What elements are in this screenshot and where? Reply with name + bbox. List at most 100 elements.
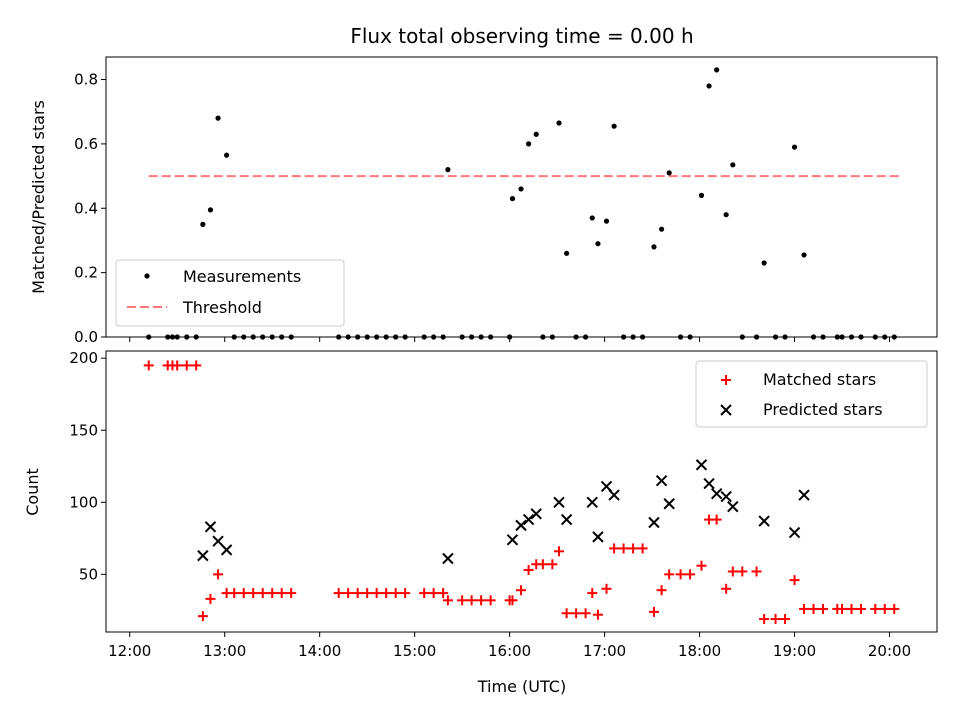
measurement-point (193, 334, 199, 340)
predicted-star-point (522, 513, 535, 526)
count-xtick-label: 16:00 (488, 642, 531, 660)
matched-star-point (197, 611, 208, 622)
legend-label-measurements: Measurements (183, 267, 301, 286)
matched-star-point (205, 593, 216, 604)
matched-star-point (428, 588, 439, 599)
measurement-point (834, 334, 840, 340)
matched-star-point (457, 595, 468, 606)
predicted-marker-stroke (648, 516, 660, 529)
matched-star-point (856, 603, 867, 614)
matched-star-point (537, 559, 548, 570)
measurement-point (556, 120, 562, 126)
predicted-star-point (586, 496, 598, 509)
measurement-point (872, 334, 878, 340)
matched-star-point (476, 595, 487, 606)
matched-star-point (191, 360, 202, 371)
ratio-legend-box (115, 259, 345, 327)
measurement-point (184, 334, 190, 340)
count-plot-frame (105, 350, 938, 633)
measurement-point (215, 115, 221, 121)
predicted-star-point (758, 515, 770, 527)
predicted-marker-stroke (703, 477, 715, 490)
count-ytick-label: 150 (69, 421, 98, 439)
measurement-point (345, 334, 351, 340)
matched-star-point (648, 606, 659, 617)
predicted-marker-stroke (586, 496, 598, 509)
count-xtick-label: 12:00 (108, 642, 151, 660)
matched-star-point (257, 588, 268, 599)
measurement-point (687, 334, 693, 340)
count-y-axis: 50 100 150 200 (69, 349, 106, 583)
matched-star-point (229, 588, 240, 599)
count-ytick-label: 200 (69, 349, 98, 367)
ratio-ytick-label: 0.8 (74, 71, 98, 89)
ratio-ylabel: Matched/Predicted stars (29, 100, 48, 294)
matched-star-point (438, 588, 449, 599)
predicted-star-point (655, 474, 668, 487)
measurement-point (526, 141, 532, 147)
predicted-star-point (798, 489, 810, 501)
matched-star-point (554, 546, 565, 557)
predicted-star-point (560, 513, 573, 526)
matched-star-point (751, 566, 762, 577)
measurement-point (518, 186, 524, 192)
measurement-point (459, 334, 465, 340)
predicted-star-point (663, 498, 675, 510)
measurement-point (858, 334, 864, 340)
measurement-point (706, 83, 712, 89)
matched-star-point (889, 603, 900, 614)
predicted-star-point (720, 490, 732, 503)
count-ylabel: Count (23, 468, 42, 516)
matched-star-point (808, 603, 819, 614)
measurement-point (882, 334, 888, 340)
count-xtick-label: 14:00 (298, 642, 341, 660)
measurement-point (509, 196, 516, 202)
matched-star-point (381, 588, 392, 599)
predicted-star-points (197, 459, 810, 565)
legend-label-threshold: Threshold (182, 298, 262, 317)
ratio-y-axis: 0.0 0.2 0.4 0.6 0.8 (74, 71, 106, 346)
matched-star-point (727, 566, 738, 577)
measurement-point (761, 260, 767, 266)
measurement-point (723, 212, 729, 218)
measurement-point (421, 334, 427, 340)
predicted-marker-stroke (530, 508, 542, 520)
measurement-point (250, 334, 256, 340)
legend-label-predicted: Predicted stars (763, 400, 883, 419)
predicted-star-point (553, 496, 565, 509)
measurement-point (393, 334, 399, 340)
measurement-point (231, 334, 237, 340)
count-xtick-label: 18:00 (678, 642, 721, 660)
count-xlabel: Time (UTC) (477, 677, 566, 696)
measurement-point (288, 334, 294, 340)
predicted-star-point (204, 521, 217, 533)
matched-star-point (837, 603, 848, 614)
measurement-point (848, 334, 855, 340)
predicted-marker-stroke (695, 459, 708, 471)
matched-star-point (419, 588, 430, 599)
measurement-point (677, 334, 684, 340)
matched-star-point (601, 583, 612, 594)
measurement-point (791, 144, 798, 150)
measurement-point (666, 170, 672, 176)
measurement-point (839, 334, 845, 340)
matched-star-point (333, 588, 344, 599)
matched-star-point (664, 569, 675, 580)
measurement-point (630, 334, 636, 340)
measurement-point (595, 241, 601, 247)
measurement-point (603, 218, 610, 224)
matched-star-point (362, 588, 373, 599)
matched-star-point (371, 588, 382, 599)
measurement-point (507, 334, 513, 340)
matched-star-point (818, 603, 829, 614)
matched-star-point (442, 595, 453, 606)
predicted-marker-stroke (204, 521, 217, 533)
count-xtick-label: 17:00 (583, 642, 626, 660)
predicted-marker-stroke (798, 489, 810, 501)
measurement-point (445, 167, 451, 173)
measurement-point (146, 334, 152, 340)
measurement-point (820, 334, 826, 340)
measurement-point (549, 334, 555, 340)
measurement-point (224, 152, 230, 158)
matched-star-point (587, 588, 598, 599)
